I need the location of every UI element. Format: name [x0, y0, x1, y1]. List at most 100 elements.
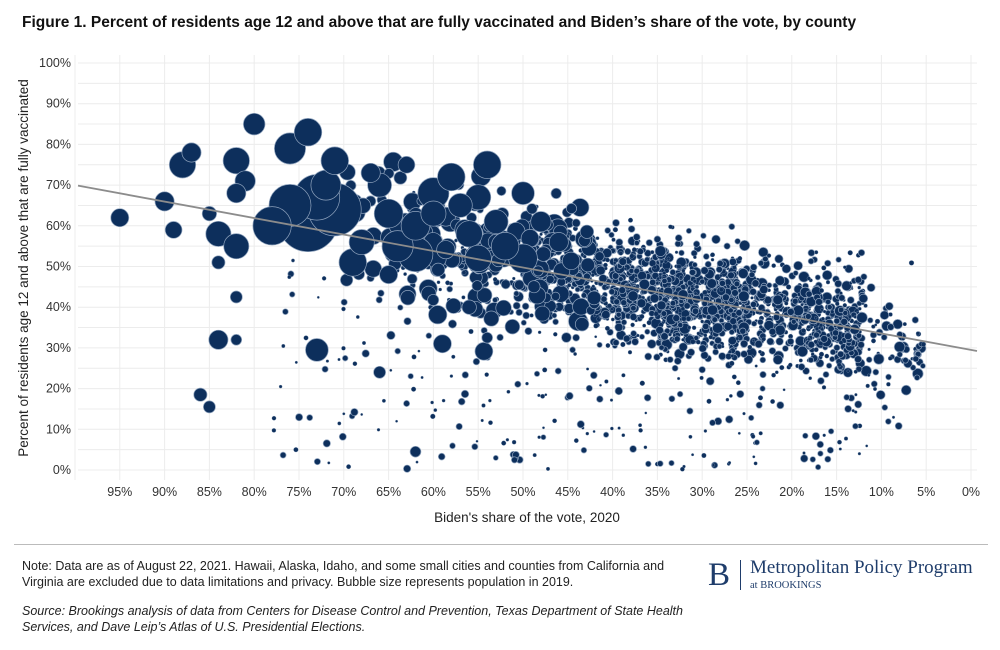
county-bubble: [672, 333, 677, 338]
county-bubble: [677, 376, 681, 381]
x-tick-label: 45%: [555, 485, 580, 499]
county-bubble: [211, 255, 226, 270]
y-tick-label: 90%: [46, 97, 71, 111]
county-bubble: [751, 279, 760, 288]
county-bubble: [687, 348, 696, 357]
county-bubble: [586, 367, 590, 371]
county-bubble: [415, 460, 419, 464]
county-bubble: [821, 269, 833, 281]
county-bubble: [473, 150, 502, 179]
county-bubble: [821, 265, 827, 271]
county-bubble: [295, 413, 304, 422]
county-bubble: [702, 322, 710, 331]
county-bubble: [712, 348, 719, 356]
county-bubble: [693, 255, 697, 260]
county-bubble: [700, 232, 707, 239]
county-bubble: [573, 352, 577, 356]
x-tick-label: 5%: [917, 485, 935, 499]
x-axis-title: Biden's share of the vote, 2020: [434, 510, 620, 525]
county-bubble: [792, 304, 804, 317]
county-bubble: [711, 316, 718, 323]
county-bubble: [729, 394, 733, 398]
county-bubble: [654, 245, 667, 257]
county-bubble: [603, 431, 610, 438]
county-bubble: [739, 239, 751, 252]
county-bubble: [648, 259, 657, 268]
county-bubble: [481, 331, 493, 344]
county-bubble: [753, 461, 758, 466]
county-bubble: [737, 256, 743, 261]
county-bubble: [875, 390, 886, 400]
county-bubble: [373, 365, 386, 379]
county-bubble: [650, 250, 655, 255]
county-bubble: [691, 307, 700, 315]
county-bubble: [727, 461, 732, 465]
county-bubble: [706, 278, 717, 289]
county-bubble: [646, 320, 652, 326]
county-bubble: [874, 318, 881, 324]
county-bubble: [613, 261, 617, 265]
county-bubble: [585, 384, 593, 392]
county-bubble: [857, 341, 865, 349]
county-bubble: [360, 162, 381, 183]
county-bubble: [835, 256, 842, 263]
county-bubble: [525, 381, 529, 386]
county-bubble: [731, 324, 738, 330]
county-bubble: [749, 263, 758, 272]
county-bubble: [554, 367, 562, 375]
county-bubble: [693, 240, 701, 248]
county-bubble: [826, 446, 834, 454]
county-bubble: [837, 439, 842, 445]
county-bubble: [593, 323, 599, 329]
county-bubble: [441, 398, 446, 403]
county-bubble: [696, 331, 701, 336]
county-bubble: [727, 271, 735, 280]
county-bubble: [680, 466, 685, 472]
county-bubble: [673, 357, 682, 365]
county-bubble: [843, 436, 849, 441]
county-bubble: [758, 247, 769, 258]
y-tick-label: 20%: [46, 382, 71, 396]
county-bubble: [403, 272, 407, 276]
trend-line: [77, 184, 978, 352]
county-bubble: [579, 224, 594, 239]
county-bubble: [376, 428, 381, 432]
county-bubble: [854, 400, 863, 409]
county-bubble: [618, 257, 628, 266]
county-bubble: [361, 340, 366, 345]
county-bubble: [627, 350, 633, 355]
county-bubble: [400, 290, 416, 306]
county-bubble: [825, 298, 832, 305]
x-tick-label: 50%: [510, 485, 535, 499]
county-bubble: [804, 313, 812, 320]
county-bubble: [674, 250, 679, 254]
county-bubble: [728, 257, 737, 266]
county-bubble: [758, 431, 763, 436]
county-bubble: [790, 318, 797, 325]
county-bubble: [731, 289, 739, 297]
county-bubble: [553, 332, 558, 337]
county-bubble: [604, 227, 612, 234]
county-bubble: [885, 418, 892, 425]
county-bubble: [687, 325, 692, 330]
county-bubble: [397, 304, 404, 311]
county-bubble: [818, 341, 824, 346]
county-bubble: [902, 357, 909, 364]
county-bubble: [768, 347, 777, 355]
county-bubble: [585, 431, 590, 436]
y-tick-label: 0%: [53, 463, 71, 477]
county-bubble: [548, 232, 569, 253]
county-bubble: [829, 348, 837, 356]
brookings-b-mark: B: [708, 557, 731, 593]
county-bubble: [759, 356, 767, 364]
county-bubble: [321, 365, 329, 373]
county-bubble: [711, 463, 716, 467]
county-bubble: [854, 276, 863, 284]
county-bubble: [601, 310, 611, 320]
county-bubble: [824, 259, 832, 267]
county-bubble: [546, 466, 551, 471]
county-bubble: [164, 221, 183, 239]
y-axis: 0% 10% 20% 30% 40% 50% 60% 70% 80% 90% 100%: [39, 56, 71, 477]
county-bubble: [742, 411, 746, 416]
county-bubble: [834, 279, 843, 288]
